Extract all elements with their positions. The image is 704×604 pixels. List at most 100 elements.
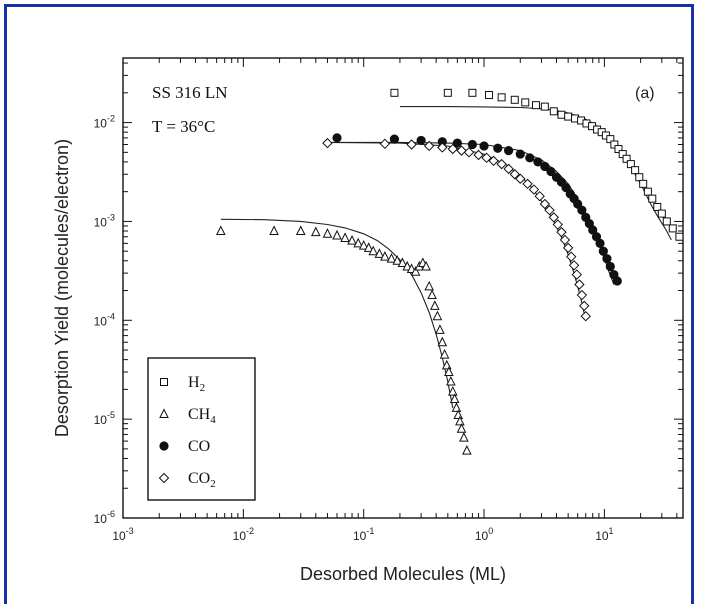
data-point <box>552 219 563 230</box>
data-point <box>462 445 472 455</box>
data-point <box>473 149 484 161</box>
data-point <box>515 173 526 184</box>
data-point <box>392 255 403 265</box>
data-point <box>389 134 400 144</box>
data-point <box>493 143 503 153</box>
data-point <box>605 261 615 272</box>
data-point <box>459 432 469 442</box>
data-point <box>374 248 385 258</box>
x-tick-label: 10-1 <box>353 526 374 543</box>
data-point <box>158 472 170 484</box>
data-point <box>565 251 577 262</box>
data-point <box>497 93 506 102</box>
legend: H2 CH4 CO CO2 <box>147 357 256 501</box>
x-tick-label: 100 <box>475 526 493 543</box>
data-point <box>386 253 397 263</box>
data-point <box>159 408 169 418</box>
x-tick-label: 10-3 <box>112 526 133 543</box>
y-tick-label: 10-4 <box>94 311 115 328</box>
data-point <box>559 234 571 246</box>
data-point <box>443 88 452 97</box>
data-point <box>437 336 448 347</box>
data-point <box>571 269 583 280</box>
data-point <box>653 202 662 211</box>
y-tick-label: 10-6 <box>94 509 115 526</box>
data-point <box>456 145 467 156</box>
data-point <box>534 190 545 202</box>
data-point <box>504 146 514 156</box>
data-point <box>332 133 342 143</box>
data-point <box>539 198 551 210</box>
data-point <box>446 375 456 386</box>
data-point <box>468 88 477 97</box>
data-point <box>353 237 363 248</box>
data-point <box>447 143 459 155</box>
data-point <box>510 95 519 104</box>
annotation-material: SS 316 LN <box>152 83 228 102</box>
data-point <box>397 257 408 267</box>
data-point <box>648 194 657 203</box>
data-point <box>606 135 615 144</box>
data-point <box>358 239 369 250</box>
legend-entry-co: CO <box>188 438 210 455</box>
data-point <box>340 232 350 242</box>
data-point <box>347 234 357 245</box>
x-tick-label: 101 <box>595 526 613 543</box>
data-point <box>390 88 399 97</box>
data-point <box>410 266 421 276</box>
data-point <box>379 138 391 150</box>
data-point <box>544 204 555 216</box>
data-point <box>481 152 492 164</box>
data-point <box>562 242 574 254</box>
y-tick-label: 10-2 <box>94 114 115 131</box>
data-point <box>588 225 598 235</box>
y-axis-label: Desorption Yield (molecules/electron) <box>52 139 72 437</box>
data-point <box>574 279 585 290</box>
data-point <box>488 155 499 167</box>
data-point <box>622 154 631 163</box>
legend-entry-h2: H2 <box>188 374 205 394</box>
y-tick-label: 10-5 <box>94 410 115 427</box>
data-point <box>269 225 279 236</box>
data-point <box>598 246 608 256</box>
tick-labels: 10-3 10-2 10-1 100 101 10-6 10-5 10-4 10-3 10-2 <box>94 114 614 543</box>
data-point <box>657 209 666 218</box>
data-point <box>577 205 587 215</box>
data-point <box>322 228 333 238</box>
data-point <box>612 276 622 286</box>
data-point <box>430 300 440 310</box>
data-point <box>216 225 226 236</box>
panel-label: (a) <box>635 85 655 102</box>
data-point <box>631 166 640 175</box>
data-point <box>160 378 168 386</box>
data-point <box>402 260 413 271</box>
data-point <box>568 260 580 271</box>
data-point <box>531 101 540 110</box>
data-point <box>449 393 460 403</box>
legend-entry-ch4: CH4 <box>188 406 216 426</box>
data-point <box>557 110 566 119</box>
data-point <box>368 245 379 256</box>
data-point <box>363 242 374 252</box>
data-point <box>548 212 560 223</box>
data-point <box>521 98 530 107</box>
data-point <box>455 415 465 426</box>
plot-axes <box>122 57 684 519</box>
data-point <box>540 102 549 111</box>
data-point <box>406 139 417 150</box>
data-point <box>595 238 605 248</box>
data-point <box>423 140 435 152</box>
data-point <box>463 147 475 158</box>
legend-entry-co2: CO2 <box>188 470 216 490</box>
data-point <box>528 184 540 195</box>
data-point <box>576 289 588 301</box>
data-point <box>432 310 443 321</box>
data-point <box>675 232 684 241</box>
data-point <box>635 173 644 182</box>
data-point <box>540 161 550 172</box>
data-point <box>662 217 671 226</box>
data-point <box>626 160 635 169</box>
data-point <box>556 226 567 238</box>
y-tick-label: 10-3 <box>94 212 115 229</box>
data-point <box>533 157 543 167</box>
